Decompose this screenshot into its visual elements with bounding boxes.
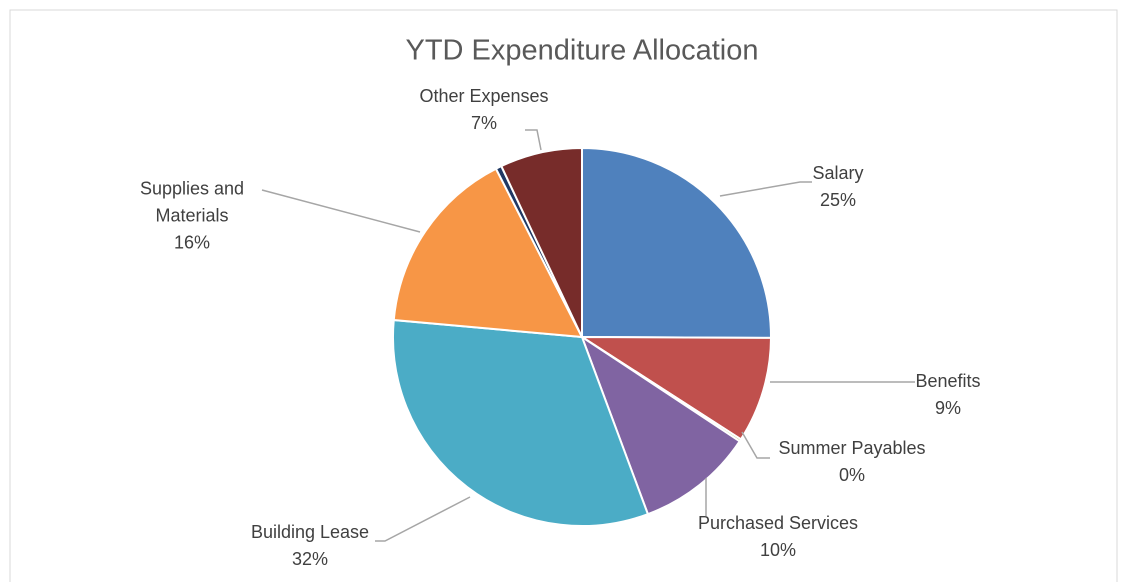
data-label: Summer Payables 0% (778, 435, 925, 489)
data-label: Building Lease 32% (251, 519, 369, 573)
data-label: Other Expenses 7% (419, 83, 548, 137)
label-value: 7% (470, 113, 498, 133)
label-value: 16% (173, 232, 211, 253)
pie-slice (578, 335, 773, 441)
label-name: Benefits (915, 371, 981, 391)
pie-slice (499, 146, 583, 338)
label-name: Purchased Services (697, 513, 859, 533)
pie-slice (392, 318, 650, 527)
data-label: Purchased Services 10% (698, 510, 858, 564)
pie-slice (581, 146, 772, 339)
data-label: Supplies and Materials 16% (117, 176, 267, 257)
data-label: Benefits 9% (915, 368, 980, 422)
label-value: 0% (838, 465, 865, 485)
data-label: Salary 25% (812, 160, 863, 214)
chart-title: YTD Expenditure Allocation (405, 35, 758, 67)
label-name: Building Lease (250, 522, 370, 542)
pie-slice (392, 167, 584, 339)
label-name: Summer Payables (778, 438, 926, 458)
pie-slice (579, 334, 742, 516)
label-value: 9% (934, 398, 962, 418)
leader-line (375, 496, 471, 542)
leader-line (261, 189, 421, 233)
leader-line (719, 181, 812, 197)
label-value: 10% (759, 540, 797, 560)
label-name: Supplies and Materials (139, 178, 245, 226)
label-name: Other Expenses (419, 86, 549, 106)
label-value: 32% (291, 549, 329, 569)
leader-line (525, 129, 542, 151)
label-value: 25% (819, 190, 857, 210)
leader-line (741, 431, 770, 459)
label-name: Salary (812, 163, 864, 183)
